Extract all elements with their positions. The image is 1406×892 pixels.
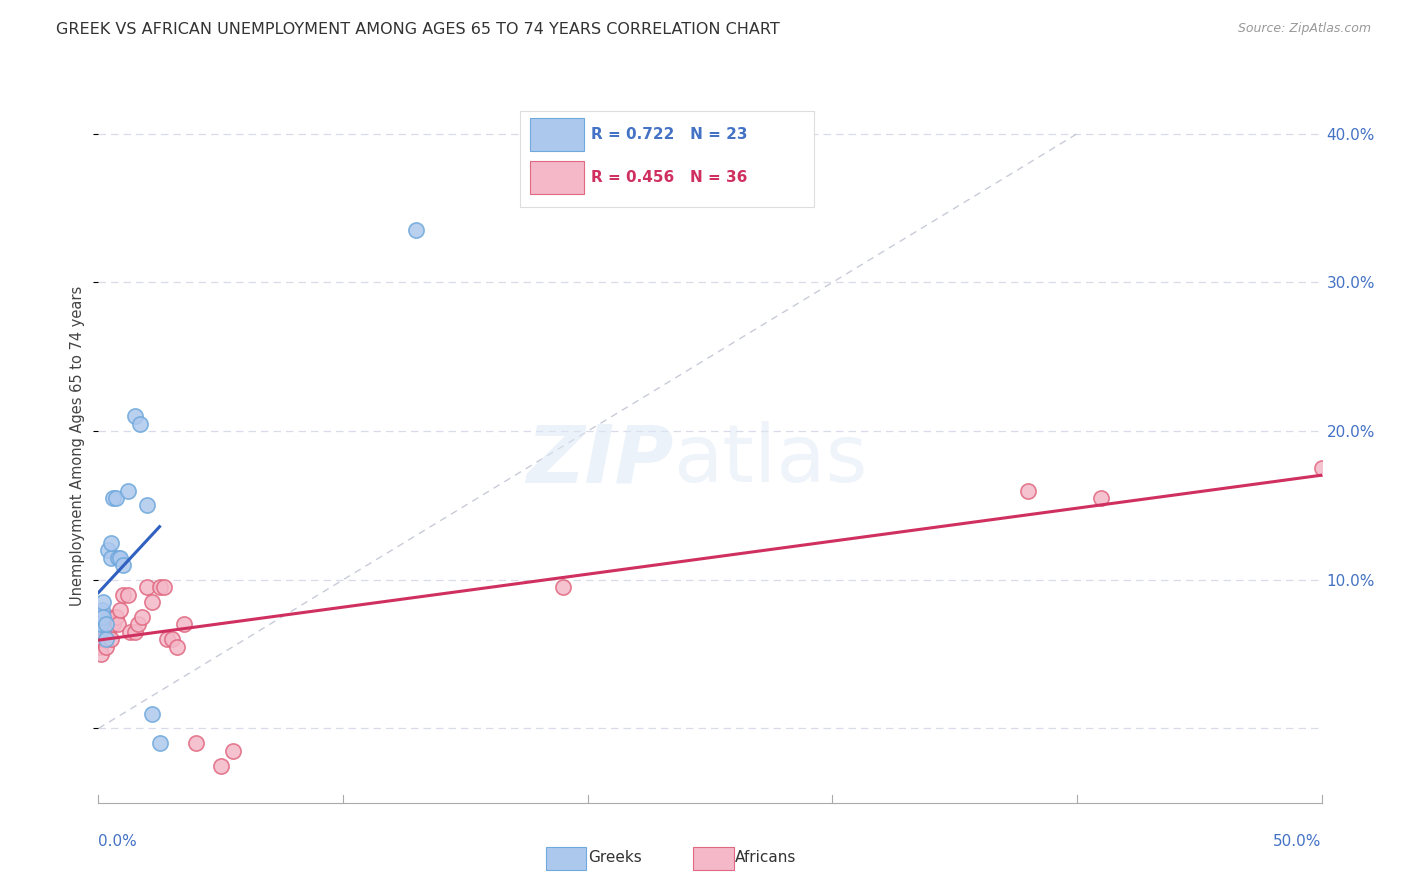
Point [90, 632, 112, 647]
Point [100, 550, 122, 565]
Point [90, 610, 112, 624]
Point [1017, 483, 1039, 498]
Point [101, 491, 124, 505]
Point [100, 632, 122, 647]
Y-axis label: Unemployment Among Ages 65 to 74 years: Unemployment Among Ages 65 to 74 years [70, 285, 86, 607]
Point [117, 588, 139, 602]
FancyBboxPatch shape [530, 119, 583, 152]
Point [91, 602, 114, 616]
Point [90, 617, 112, 632]
Point [209, 758, 232, 772]
Text: Africans: Africans [735, 850, 797, 864]
Point [120, 624, 142, 639]
Text: R = 0.722   N = 23: R = 0.722 N = 23 [592, 128, 748, 143]
FancyBboxPatch shape [520, 111, 814, 207]
Point [124, 624, 146, 639]
Point [405, 223, 427, 237]
Text: ZIP: ZIP [526, 421, 673, 500]
Point [94, 617, 117, 632]
Point [127, 617, 149, 632]
Point [166, 640, 188, 654]
Point [94, 632, 117, 647]
Text: Greeks: Greeks [588, 850, 641, 864]
Text: R = 0.456   N = 36: R = 0.456 N = 36 [592, 170, 748, 186]
Point [136, 580, 159, 594]
Point [97, 610, 120, 624]
Point [124, 409, 146, 424]
Point [91, 610, 114, 624]
Point [136, 499, 159, 513]
Point [117, 483, 139, 498]
Point [141, 595, 163, 609]
Point [89, 640, 111, 654]
Point [1310, 461, 1333, 475]
Point [222, 744, 245, 758]
Point [104, 610, 127, 624]
Point [107, 550, 129, 565]
Point [110, 602, 132, 616]
Point [111, 588, 134, 602]
Point [97, 624, 120, 639]
Point [153, 580, 176, 594]
Point [100, 617, 122, 632]
Point [111, 558, 134, 572]
Point [1090, 491, 1112, 505]
Text: 0.0%: 0.0% [98, 834, 138, 849]
Point [101, 617, 124, 632]
Point [141, 706, 163, 721]
Point [97, 543, 120, 558]
Point [94, 624, 117, 639]
Point [104, 491, 127, 505]
Point [160, 632, 183, 647]
Point [156, 632, 179, 647]
Text: atlas: atlas [673, 421, 868, 500]
Point [91, 624, 114, 639]
Point [186, 736, 208, 750]
Point [91, 632, 114, 647]
Point [94, 640, 117, 654]
Text: Source: ZipAtlas.com: Source: ZipAtlas.com [1237, 22, 1371, 36]
Point [149, 580, 172, 594]
Point [131, 610, 153, 624]
Point [110, 550, 132, 565]
Point [107, 617, 129, 632]
Point [129, 417, 152, 431]
Text: GREEK VS AFRICAN UNEMPLOYMENT AMONG AGES 65 TO 74 YEARS CORRELATION CHART: GREEK VS AFRICAN UNEMPLOYMENT AMONG AGES… [56, 22, 780, 37]
Point [149, 736, 172, 750]
FancyBboxPatch shape [530, 161, 583, 194]
Point [89, 624, 111, 639]
Point [90, 647, 112, 661]
Point [100, 535, 122, 549]
Point [553, 580, 575, 594]
Point [173, 617, 195, 632]
Text: 50.0%: 50.0% [1274, 834, 1322, 849]
Point [91, 595, 114, 609]
